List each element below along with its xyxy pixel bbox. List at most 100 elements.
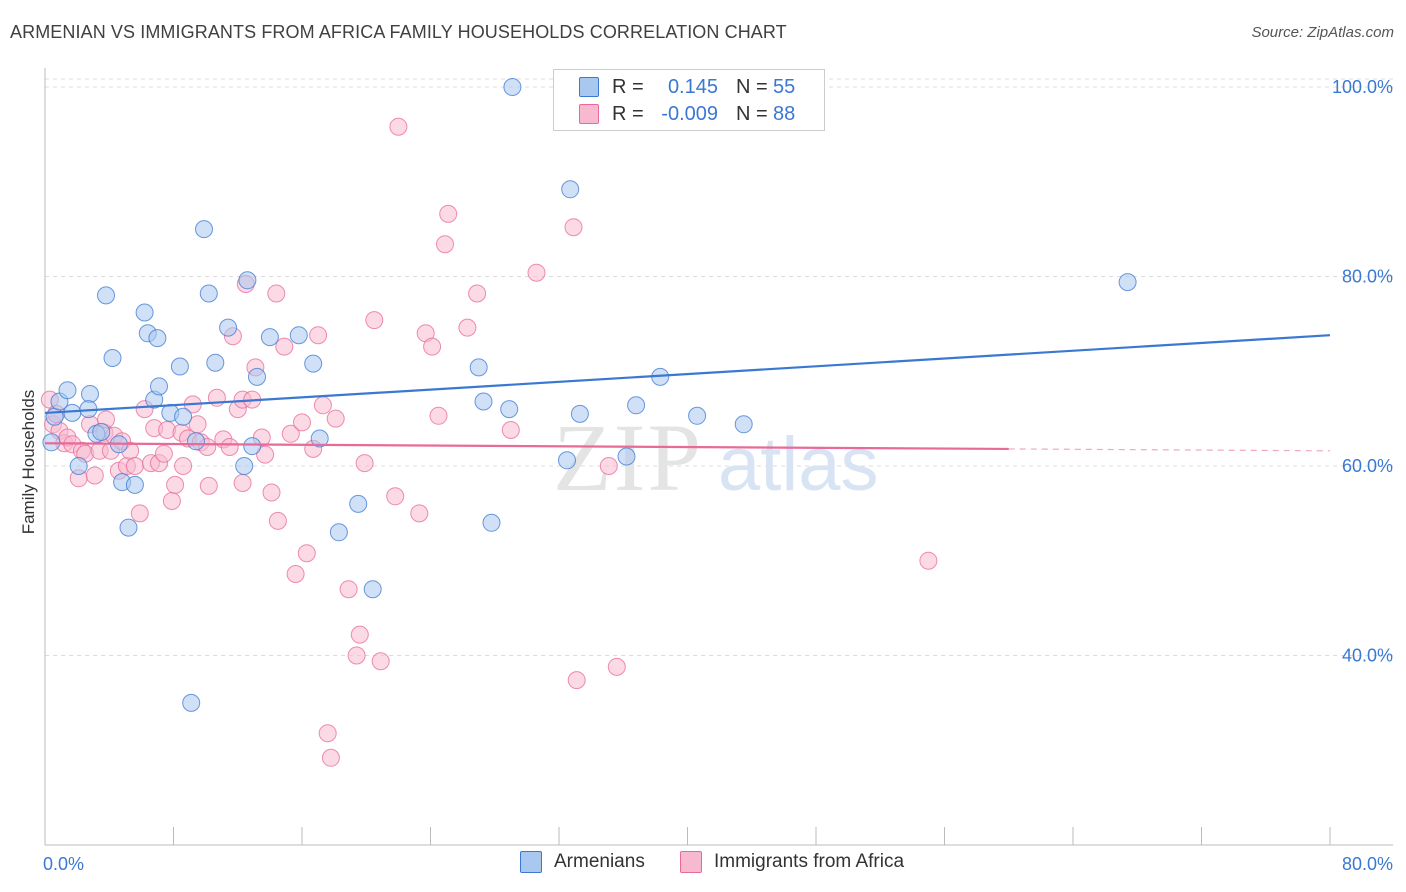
point-armenians bbox=[187, 432, 205, 451]
point-armenians bbox=[627, 396, 646, 415]
y-tick-label: 40.0% bbox=[1342, 645, 1393, 665]
legend-n-value: 88 bbox=[773, 102, 796, 125]
point-africa bbox=[256, 445, 275, 464]
point-armenians bbox=[69, 457, 88, 475]
point-africa bbox=[458, 318, 477, 337]
point-armenians bbox=[558, 451, 576, 470]
point-africa bbox=[386, 487, 405, 506]
point-armenians bbox=[304, 354, 323, 373]
legend-row-africa: R = -0.009 N = 88 bbox=[554, 99, 824, 129]
y-tick-label: 100.0% bbox=[1332, 77, 1393, 97]
legend-swatch-armenians bbox=[579, 77, 599, 97]
legend-item-africa[interactable]: Immigrants from Africa bbox=[680, 851, 904, 873]
legend-r-label: R = bbox=[612, 102, 644, 125]
point-armenians bbox=[248, 367, 266, 386]
point-africa bbox=[233, 474, 252, 492]
legend-swatch-africa bbox=[680, 851, 702, 873]
point-armenians bbox=[81, 385, 99, 403]
point-armenians bbox=[63, 403, 82, 422]
point-africa bbox=[268, 511, 287, 530]
point-armenians bbox=[235, 457, 254, 475]
point-armenians bbox=[92, 422, 111, 441]
chart-title: ARMENIAN VS IMMIGRANTS FROM AFRICA FAMIL… bbox=[10, 22, 787, 42]
point-africa bbox=[339, 580, 358, 599]
point-armenians bbox=[260, 328, 279, 347]
point-armenians bbox=[219, 318, 238, 337]
correlation-legend: R = 0.145 N = 55 R = -0.009 N = 88 bbox=[553, 69, 825, 131]
point-africa bbox=[313, 396, 332, 415]
point-africa bbox=[220, 438, 239, 456]
point-africa bbox=[607, 657, 626, 676]
point-africa bbox=[318, 724, 337, 743]
point-armenians bbox=[570, 404, 589, 423]
point-africa bbox=[154, 444, 173, 463]
trend-africa-dashed bbox=[1008, 448, 1331, 452]
point-armenians bbox=[206, 353, 225, 372]
point-armenians bbox=[135, 303, 154, 322]
point-armenians bbox=[195, 220, 213, 239]
legend-row-armenians: R = 0.145 N = 55 bbox=[554, 72, 824, 102]
point-armenians bbox=[289, 326, 308, 345]
legend-item-armenians[interactable]: Armenians bbox=[520, 851, 645, 873]
point-armenians bbox=[243, 437, 262, 456]
point-africa bbox=[347, 646, 366, 665]
point-africa bbox=[321, 748, 340, 767]
trend-lines bbox=[44, 334, 1331, 452]
watermark-atlas: atlas bbox=[718, 422, 879, 507]
point-africa bbox=[326, 409, 345, 428]
point-armenians bbox=[310, 429, 329, 448]
point-armenians bbox=[363, 580, 382, 599]
legend-swatch-armenians bbox=[520, 851, 542, 873]
tick-labels: 40.0% 60.0% 80.0% 100.0% 0.0% 80.0% bbox=[43, 77, 1393, 874]
trend-armenians bbox=[44, 334, 1331, 415]
legend-n-value: 55 bbox=[773, 75, 796, 98]
point-africa bbox=[355, 454, 374, 473]
point-armenians bbox=[469, 358, 488, 377]
point-armenians bbox=[45, 407, 64, 426]
point-africa bbox=[599, 457, 618, 475]
point-armenians bbox=[125, 475, 144, 494]
point-armenians bbox=[97, 286, 115, 305]
y-tick-label: 60.0% bbox=[1342, 456, 1393, 476]
point-africa bbox=[162, 492, 181, 510]
point-africa bbox=[130, 504, 149, 523]
point-armenians bbox=[482, 513, 501, 532]
trend-africa bbox=[44, 442, 1009, 451]
watermark: ZIP atlas bbox=[553, 404, 879, 511]
point-armenians bbox=[182, 693, 201, 712]
legend-n-label: N = bbox=[736, 102, 768, 125]
point-africa bbox=[468, 284, 487, 303]
point-armenians bbox=[503, 78, 522, 96]
point-armenians bbox=[474, 392, 493, 411]
source-credit: Source: ZipAtlas.com bbox=[1251, 24, 1394, 41]
point-africa bbox=[125, 457, 144, 475]
point-armenians bbox=[148, 329, 167, 348]
point-africa bbox=[275, 337, 294, 356]
legend-r-label: R = bbox=[612, 75, 644, 98]
point-armenians bbox=[170, 357, 189, 376]
point-africa bbox=[309, 326, 328, 345]
point-armenians bbox=[150, 377, 168, 396]
y-axis-label: Family Households bbox=[19, 390, 38, 535]
point-armenians bbox=[688, 406, 707, 425]
x-tick-label: 0.0% bbox=[43, 854, 84, 874]
y-tick-label: 80.0% bbox=[1342, 266, 1393, 286]
series-legend: Armenians Immigrants from Africa bbox=[0, 851, 1406, 877]
point-africa bbox=[297, 544, 316, 563]
point-africa bbox=[85, 466, 104, 485]
point-africa bbox=[436, 235, 454, 254]
point-africa bbox=[199, 476, 218, 495]
data-points bbox=[40, 78, 1137, 767]
point-africa bbox=[371, 652, 390, 671]
point-armenians bbox=[199, 284, 218, 303]
point-africa bbox=[262, 483, 281, 502]
legend-swatch-africa bbox=[579, 104, 599, 124]
point-armenians bbox=[561, 180, 580, 199]
point-africa bbox=[166, 475, 185, 494]
point-africa bbox=[527, 263, 546, 282]
axes bbox=[44, 68, 1393, 846]
point-africa bbox=[564, 218, 583, 237]
point-africa bbox=[293, 413, 311, 432]
point-armenians bbox=[617, 447, 636, 466]
x-tick-label: 80.0% bbox=[1342, 854, 1393, 874]
